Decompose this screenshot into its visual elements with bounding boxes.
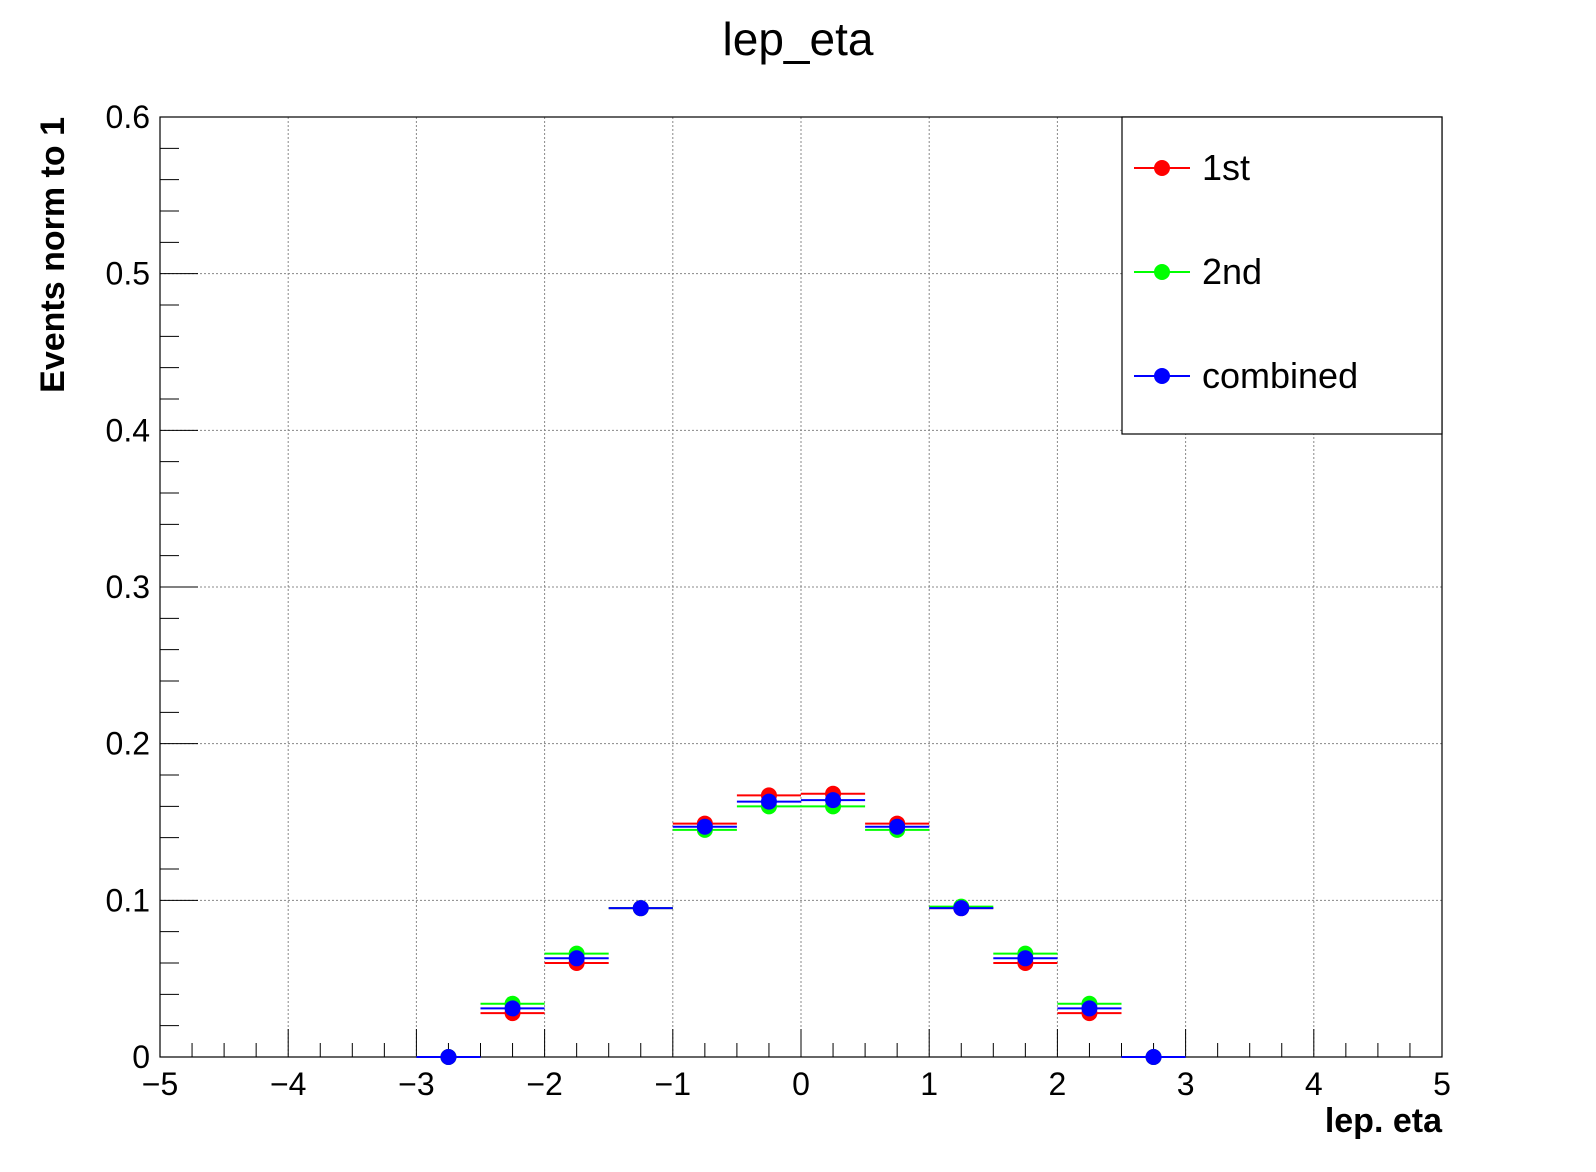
x-tick-label: 0 (792, 1066, 810, 1102)
x-tick-label: 1 (920, 1066, 938, 1102)
x-tick-label: −5 (142, 1066, 178, 1102)
x-tick-labels: −5 −4 −3 −2 −1 0 1 2 3 4 5 (142, 1066, 1451, 1102)
data-point (953, 900, 970, 917)
y-tick-labels: 0 0.1 0.2 0.3 0.4 0.5 0.6 (106, 99, 150, 1075)
data-point (632, 900, 649, 917)
data-point (1017, 950, 1034, 967)
legend-label: 2nd (1202, 251, 1262, 292)
x-axis-label: lep. eta (1325, 1102, 1443, 1140)
x-tick-label: 4 (1305, 1066, 1323, 1102)
x-tick-label: −2 (526, 1066, 562, 1102)
y-tick-label: 0.5 (106, 256, 150, 292)
series-combined (416, 792, 1186, 1065)
x-tick-label: −1 (655, 1066, 691, 1102)
chart-title: lep_eta (723, 13, 874, 65)
data-series (416, 785, 1186, 1065)
x-tick-label: −4 (270, 1066, 306, 1102)
data-point (889, 818, 906, 835)
data-point (504, 1000, 521, 1017)
legend-label: combined (1202, 355, 1358, 396)
x-tick-label: 2 (1049, 1066, 1067, 1102)
legend-marker (1154, 368, 1170, 384)
x-tick-label: 3 (1177, 1066, 1195, 1102)
data-point (440, 1049, 457, 1065)
x-tick-label: −3 (398, 1066, 434, 1102)
legend-entry: 1st (1134, 147, 1250, 188)
legend-marker (1154, 264, 1170, 280)
y-tick-label: 0 (132, 1039, 150, 1075)
data-point (1081, 1000, 1098, 1017)
legend-box (1121, 116, 1443, 435)
y-tick-label: 0.3 (106, 569, 150, 605)
y-tick-label: 0.6 (106, 99, 150, 135)
x-tick-label: 5 (1433, 1066, 1451, 1102)
y-tick-label: 0.1 (106, 882, 150, 918)
legend-marker (1154, 160, 1170, 176)
legend-label: 1st (1202, 147, 1250, 188)
data-point (825, 792, 842, 809)
data-point (760, 793, 777, 810)
y-axis-label: Events norm to 1 (34, 117, 72, 393)
y-tick-label: 0.4 (106, 412, 150, 448)
legend: 1st 2nd combined (1121, 116, 1443, 435)
y-tick-label: 0.2 (106, 726, 150, 762)
data-point (568, 950, 585, 967)
data-point (1145, 1049, 1162, 1065)
data-point (696, 818, 713, 835)
legend-entry: 2nd (1134, 251, 1262, 292)
legend-entry: combined (1134, 355, 1358, 396)
